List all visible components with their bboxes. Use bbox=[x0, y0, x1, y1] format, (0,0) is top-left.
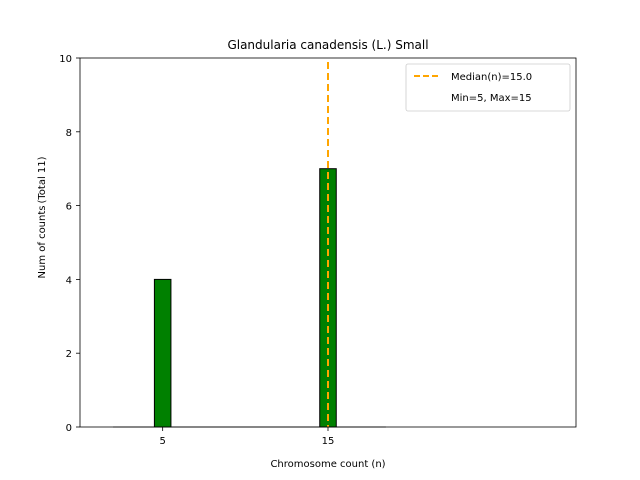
x-tick-label-15: 15 bbox=[322, 436, 335, 447]
x-axis-label: Chromosome count (n) bbox=[270, 459, 385, 470]
x-tick-label-5: 5 bbox=[159, 436, 165, 447]
bar-5 bbox=[153, 278, 172, 428]
y-axis-label: Num of counts bbox=[37, 206, 48, 279]
y-axis-ticks: 0 2 4 6 8 10 bbox=[59, 54, 80, 434]
y-tick-label-4: 4 bbox=[66, 275, 72, 286]
legend: Median(n)=15.0 Min=5, Max=15 bbox=[405, 63, 571, 112]
chart-title: Glandularia canadensis (L.) Small bbox=[227, 38, 428, 52]
y-axis-secondary-label: (Total 11) bbox=[37, 156, 48, 203]
legend-range-label: Min=5, Max=15 bbox=[451, 93, 532, 104]
x-axis-ticks: 5 15 bbox=[159, 427, 334, 447]
y-tick-label-10: 10 bbox=[59, 54, 72, 65]
legend-median-label: Median(n)=15.0 bbox=[451, 72, 532, 83]
legend-box bbox=[405, 63, 571, 112]
y-tick-label-0: 0 bbox=[66, 423, 72, 434]
y-tick-label-6: 6 bbox=[66, 202, 72, 213]
y-tick-label-2: 2 bbox=[66, 349, 72, 360]
plot-area bbox=[79, 57, 577, 428]
y-tick-label-8: 8 bbox=[66, 128, 72, 139]
bars-layer bbox=[113, 168, 386, 428]
